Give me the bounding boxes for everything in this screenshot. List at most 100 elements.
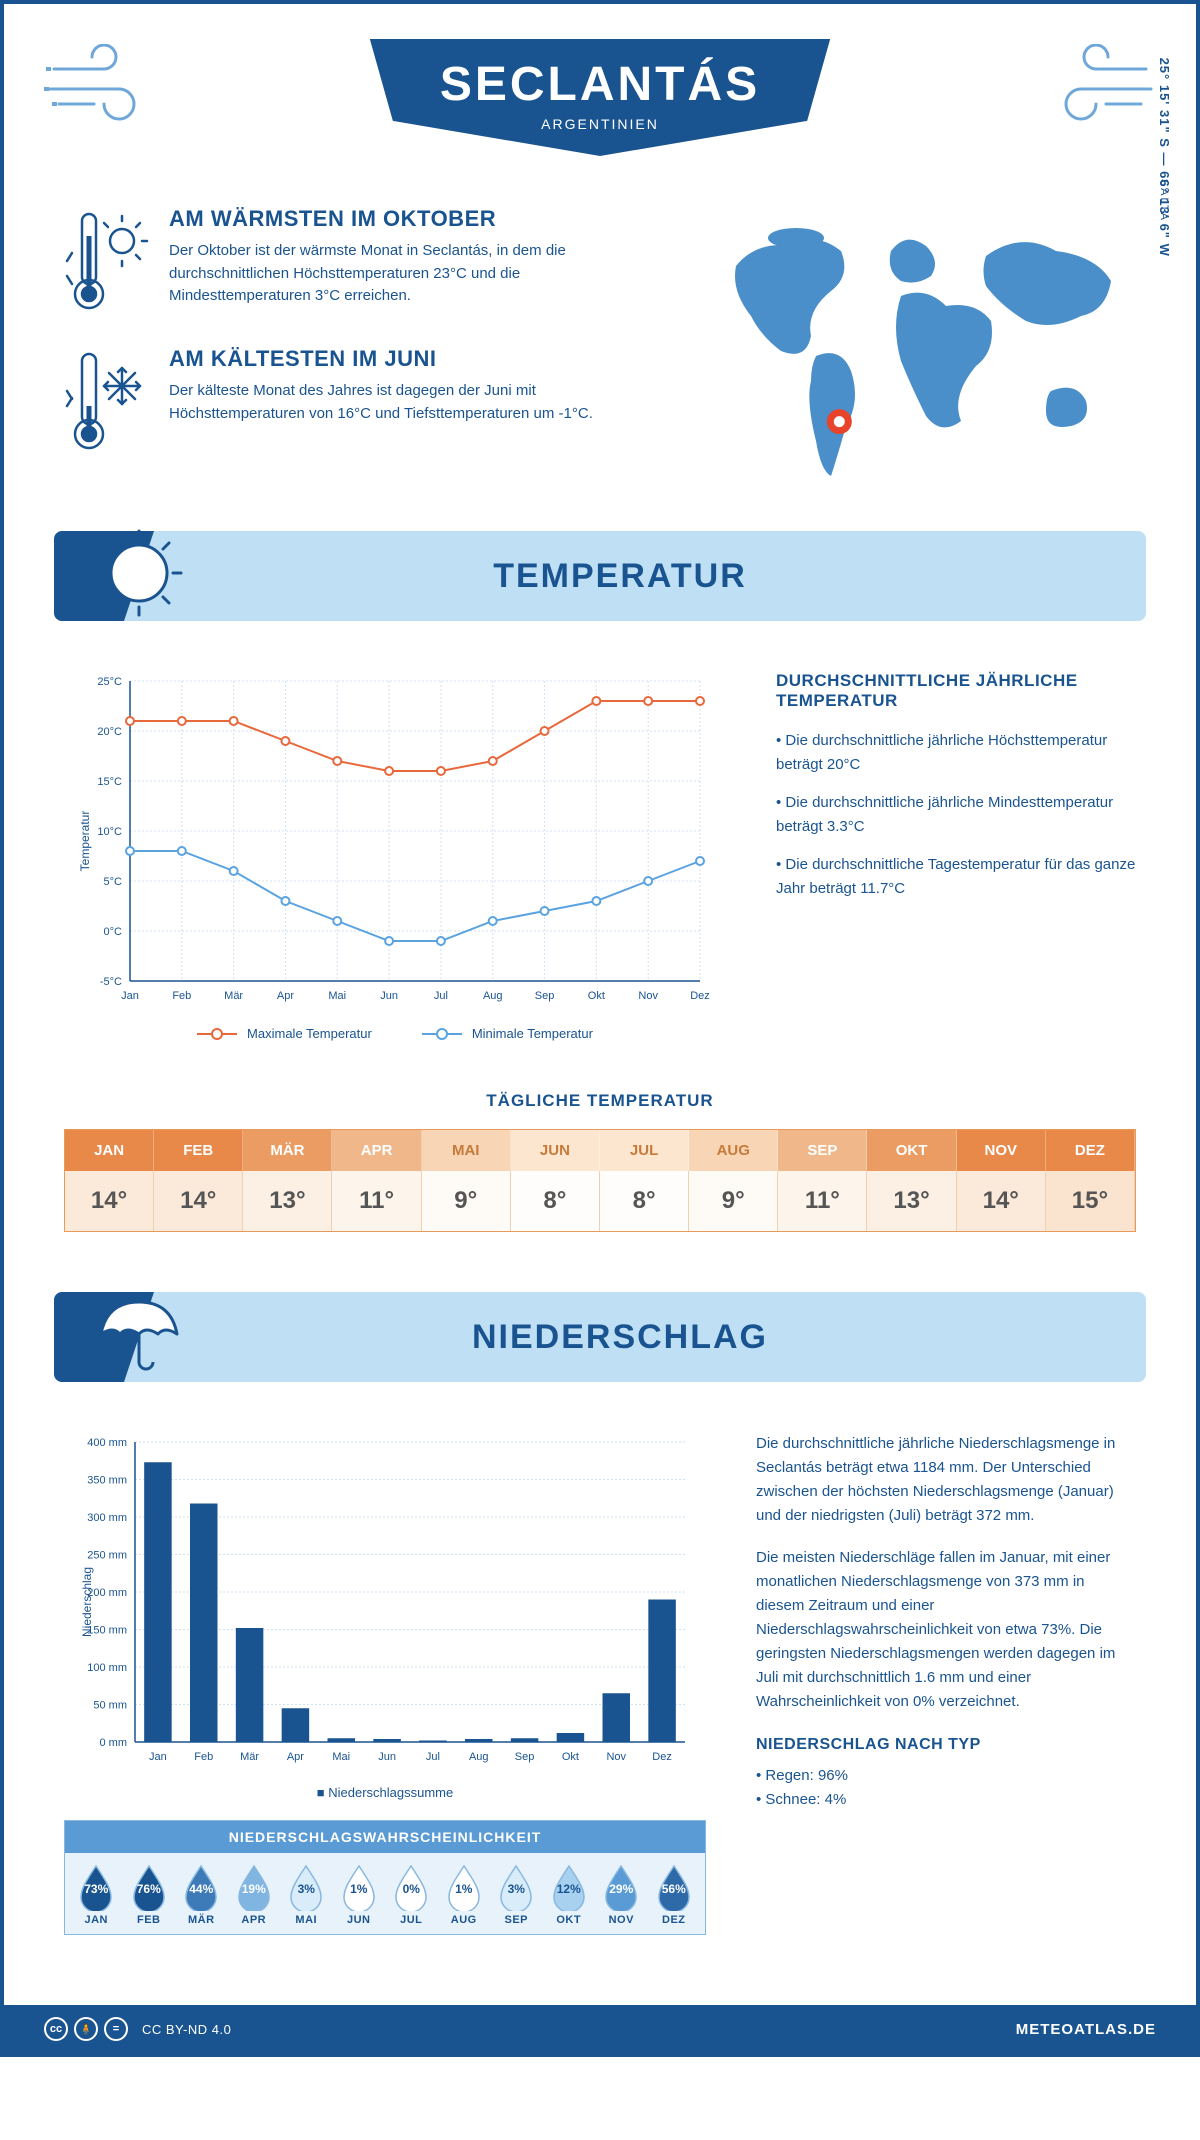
svg-text:350 mm: 350 mm	[87, 1475, 127, 1487]
probability-cell: 1% AUG	[438, 1863, 491, 1926]
wind-icon	[44, 44, 164, 124]
svg-text:Jul: Jul	[426, 1751, 440, 1763]
precip-type: • Schnee: 4%	[756, 1788, 1136, 1812]
thermometer-sun-icon	[64, 206, 149, 316]
license: cc 🧍 = CC BY-ND 4.0	[44, 2017, 231, 2041]
precipitation-chart: 0 mm50 mm100 mm150 mm200 mm250 mm300 mm3…	[64, 1432, 706, 1800]
svg-text:20°C: 20°C	[97, 726, 122, 738]
svg-text:0°C: 0°C	[104, 926, 123, 938]
world-map	[706, 206, 1136, 486]
temperature-section-header: TEMPERATUR	[54, 531, 1146, 621]
svg-text:Nov: Nov	[638, 990, 658, 1002]
country-label: ARGENTINIEN	[440, 116, 760, 132]
cc-icon: cc	[44, 2017, 68, 2041]
site-name: METEOATLAS.DE	[1016, 2021, 1156, 2038]
probability-cell: 76% FEB	[123, 1863, 176, 1926]
legend-item: .legend-line[style*='#5aa3e0']::after{bo…	[422, 1026, 593, 1041]
svg-text:Jul: Jul	[434, 990, 448, 1002]
svg-text:Aug: Aug	[469, 1751, 489, 1763]
daily-value: 8°	[600, 1171, 689, 1231]
location-marker	[830, 413, 848, 431]
page-title: SECLANTÁS	[440, 57, 760, 112]
wind-icon	[1036, 44, 1156, 124]
svg-text:100 mm: 100 mm	[87, 1662, 127, 1674]
svg-text:Jun: Jun	[378, 1751, 396, 1763]
daily-value: 8°	[511, 1171, 600, 1231]
probability-cell: 44% MÄR	[175, 1863, 228, 1926]
precip-type-title: NIEDERSCHLAG NACH TYP	[756, 1732, 1136, 1758]
svg-text:Okt: Okt	[562, 1751, 579, 1763]
probability-cell: 29% NOV	[595, 1863, 648, 1926]
daily-header: JUL	[600, 1130, 689, 1171]
daily-header: NOV	[957, 1130, 1046, 1171]
svg-text:Jan: Jan	[149, 1751, 167, 1763]
legend-item: .legend-line[style*='#e8683c']::after{bo…	[197, 1026, 372, 1041]
probability-title: NIEDERSCHLAGSWAHRSCHEINLICHKEIT	[65, 1821, 705, 1853]
svg-text:Nov: Nov	[606, 1751, 626, 1763]
daily-value: 13°	[867, 1171, 956, 1231]
daily-header: DEZ	[1046, 1130, 1135, 1171]
daily-value: 9°	[422, 1171, 511, 1231]
daily-header: APR	[332, 1130, 421, 1171]
svg-text:Apr: Apr	[277, 990, 294, 1002]
probability-cell: 3% SEP	[490, 1863, 543, 1926]
svg-text:Niederschlag: Niederschlag	[80, 1567, 94, 1637]
svg-text:Aug: Aug	[483, 990, 503, 1002]
daily-value: 9°	[689, 1171, 778, 1231]
umbrella-icon	[89, 1284, 189, 1384]
svg-text:Temperatur: Temperatur	[78, 811, 92, 872]
temp-bullet: • Die durchschnittliche Tagestemperatur …	[776, 853, 1136, 901]
precipitation-section-header: NIEDERSCHLAG	[54, 1292, 1146, 1382]
svg-text:400 mm: 400 mm	[87, 1437, 127, 1449]
footer: cc 🧍 = CC BY-ND 4.0 METEOATLAS.DE	[4, 2005, 1196, 2053]
svg-text:Dez: Dez	[652, 1751, 672, 1763]
probability-cell: 0% JUL	[385, 1863, 438, 1926]
precipitation-probability-table: NIEDERSCHLAGSWAHRSCHEINLICHKEIT 73% JAN …	[64, 1820, 706, 1935]
probability-cell: 19% APR	[228, 1863, 281, 1926]
temperature-title: TEMPERATUR	[154, 557, 1086, 596]
thermometer-snow-icon	[64, 346, 149, 456]
daily-value: 15°	[1046, 1171, 1135, 1231]
daily-header: AUG	[689, 1130, 778, 1171]
daily-temperature-title: TÄGLICHE TEMPERATUR	[4, 1091, 1196, 1111]
daily-header: OKT	[867, 1130, 956, 1171]
svg-text:Jun: Jun	[380, 990, 398, 1002]
daily-header: JUN	[511, 1130, 600, 1171]
daily-value: 14°	[957, 1171, 1046, 1231]
temperature-info: DURCHSCHNITTLICHE JÄHRLICHE TEMPERATUR •…	[776, 671, 1136, 1041]
temperature-legend: .legend-line[style*='#e8683c']::after{bo…	[64, 1026, 726, 1041]
daily-header: SEP	[778, 1130, 867, 1171]
daily-value: 11°	[332, 1171, 421, 1231]
svg-text:250 mm: 250 mm	[87, 1550, 127, 1562]
svg-text:Sep: Sep	[515, 1751, 535, 1763]
svg-text:Okt: Okt	[588, 990, 605, 1002]
precip-type: • Regen: 96%	[756, 1764, 1136, 1788]
svg-text:5°C: 5°C	[104, 876, 123, 888]
svg-text:Mär: Mär	[240, 1751, 259, 1763]
svg-text:Feb: Feb	[172, 990, 191, 1002]
coldest-text: Der kälteste Monat des Jahres ist dagege…	[169, 380, 656, 425]
svg-text:50 mm: 50 mm	[93, 1700, 127, 1712]
daily-header: JAN	[65, 1130, 154, 1171]
precipitation-legend: Niederschlagssumme	[64, 1785, 706, 1800]
svg-text:Dez: Dez	[690, 990, 710, 1002]
temperature-chart: -5°C0°C5°C10°C15°C20°C25°CJanFebMärAprMa…	[64, 671, 726, 1041]
svg-text:25°C: 25°C	[97, 676, 122, 688]
svg-text:300 mm: 300 mm	[87, 1512, 127, 1524]
probability-cell: 73% JAN	[70, 1863, 123, 1926]
temp-info-title: DURCHSCHNITTLICHE JÄHRLICHE TEMPERATUR	[776, 671, 1136, 711]
coldest-title: AM KÄLTESTEN IM JUNI	[169, 346, 656, 372]
svg-text:Mai: Mai	[328, 990, 346, 1002]
daily-header: MAI	[422, 1130, 511, 1171]
precip-text-2: Die meisten Niederschläge fallen im Janu…	[756, 1546, 1136, 1714]
warmest-block: AM WÄRMSTEN IM OKTOBER Der Oktober ist d…	[64, 206, 656, 316]
title-banner: SECLANTÁS ARGENTINIEN	[370, 39, 830, 156]
daily-value: 13°	[243, 1171, 332, 1231]
intro-section: AM WÄRMSTEN IM OKTOBER Der Oktober ist d…	[4, 176, 1196, 531]
coldest-block: AM KÄLTESTEN IM JUNI Der kälteste Monat …	[64, 346, 656, 456]
map-container: SALTA 25° 15' 31" S — 66° 13' 6" W	[706, 206, 1136, 491]
daily-value: 14°	[154, 1171, 243, 1231]
coordinates: 25° 15' 31" S — 66° 13' 6" W	[1157, 57, 1172, 256]
precipitation-info: Die durchschnittliche jährliche Niedersc…	[756, 1432, 1136, 1935]
warmest-title: AM WÄRMSTEN IM OKTOBER	[169, 206, 656, 232]
